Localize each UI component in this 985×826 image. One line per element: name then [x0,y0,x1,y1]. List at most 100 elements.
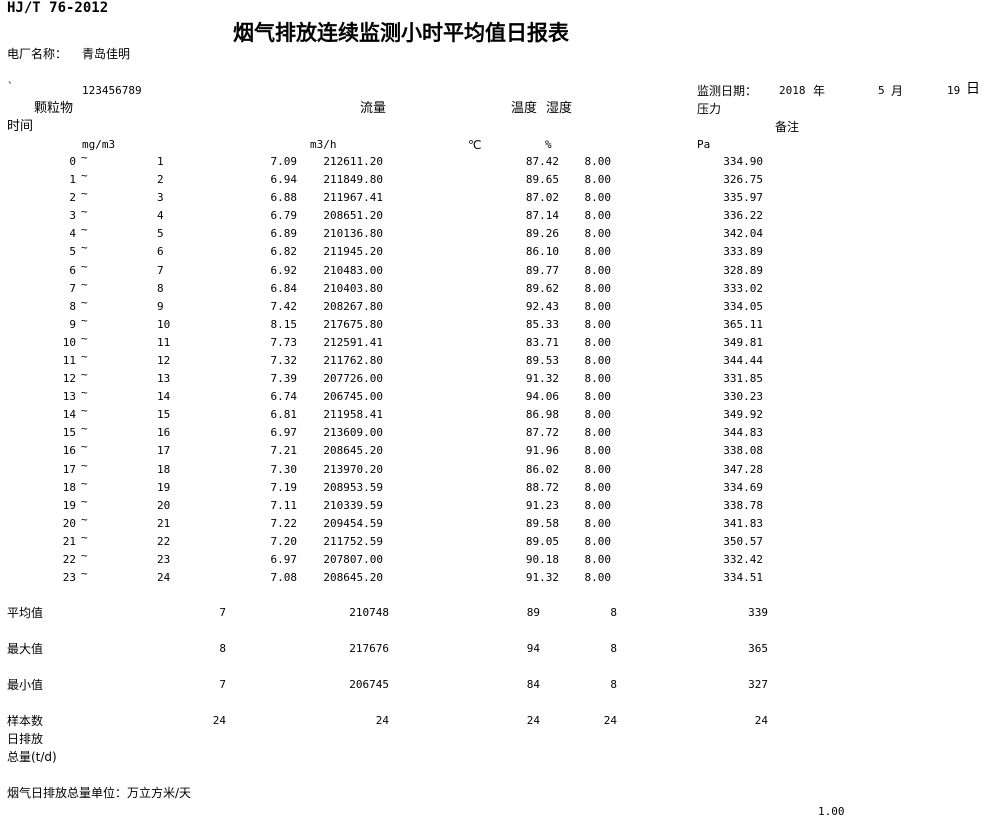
pressure: 344.83 [723,426,763,440]
date-label: 监测日期： [697,84,758,98]
hour-end: 13 [157,372,171,386]
particulate: 6.94 [270,173,298,187]
hour-start: 9 [69,317,76,331]
hour-start: 0 [69,155,76,168]
summary-value: 24 [603,714,617,727]
separator: ~ [81,349,88,363]
hour-start: 3 [69,209,76,223]
pressure: 338.78 [723,498,763,512]
particulate: 6.81 [270,408,298,422]
temperature: 91.32 [525,571,559,585]
separator: ~ [81,313,88,327]
hour-start: 17 [62,462,76,476]
column-header: 备注 [775,120,800,134]
hour-end: 3 [157,191,164,205]
separator: ~ [81,277,88,291]
particulate: 7.11 [270,498,298,512]
year: 2018 [779,84,806,97]
column-header: 压力 [697,102,722,116]
summary-value: 8 [610,678,617,691]
humidity: 8.00 [584,480,612,494]
temperature: 89.65 [525,173,559,187]
humidity: 8.00 [584,444,612,458]
summary-value: 8 [219,642,226,655]
hour-end: 5 [157,227,164,241]
summary-value: 24 [212,714,226,727]
particulate: 6.88 [270,191,298,205]
hour-end: 12 [157,353,171,367]
pressure: 333.02 [723,281,763,295]
flow: 208953.59 [323,480,383,494]
temperature: 91.32 [525,372,559,386]
hour-end: 18 [157,462,171,476]
separator: ~ [81,205,88,219]
flow: 211849.80 [323,173,383,187]
flow: 208645.20 [323,444,383,458]
humidity: 8.00 [584,317,612,331]
particulate: 6.79 [270,209,298,223]
temperature: 89.26 [525,227,559,241]
temperature: 89.62 [525,281,559,295]
hour-end: 15 [157,408,171,422]
month: 5 [878,84,885,97]
summary-value: 210748 [349,606,389,619]
humidity: 8.00 [584,426,612,440]
separator: ~ [81,241,88,255]
separator: ~ [81,404,88,418]
hour-start: 7 [69,281,76,295]
pressure: 350.57 [723,534,763,548]
flow: 212611.20 [323,155,383,168]
humidity: 8.00 [584,155,612,168]
particulate: 8.15 [270,317,298,331]
humidity: 8.00 [584,245,612,259]
pressure: 326.75 [723,173,763,187]
hour-end: 10 [157,317,171,331]
pressure: 349.81 [723,335,763,349]
flow: 213609.00 [323,426,383,440]
plant-name: 青岛佳明 [82,47,131,61]
separator: ~ [81,494,88,508]
temperature: 89.53 [525,353,559,367]
flow: 206745.00 [323,390,383,404]
separator: ~ [81,187,88,201]
hour-start: 15 [62,426,76,440]
mark: ` [7,80,14,93]
title: 烟气排放连续监测小时平均值日报表 [233,21,569,45]
separator: ~ [81,422,88,436]
hour-end: 24 [157,571,171,585]
column-header: 颗粒物 [34,101,74,116]
separator: ~ [81,386,88,400]
humidity: 8.00 [584,227,612,241]
flow: 213970.20 [323,462,383,476]
unit: Pa [697,138,711,151]
pressure: 341.83 [723,516,763,530]
pressure: 331.85 [723,372,763,386]
summary-value: 7 [219,678,226,691]
pressure: 342.04 [723,227,763,241]
pressure: 333.89 [723,245,763,259]
summary-value: 7 [219,606,226,619]
unit-note: 烟气日排放总量单位：万立方米/天 [7,786,192,800]
humidity: 8.00 [584,335,612,349]
particulate: 7.20 [270,534,298,548]
particulate: 6.97 [270,426,298,440]
hour-end: 7 [157,263,164,277]
temperature: 89.58 [525,516,559,530]
pressure: 338.08 [723,444,763,458]
flow: 209454.59 [323,516,383,530]
separator: ~ [81,512,88,526]
separator: ~ [81,548,88,562]
temperature: 94.06 [525,390,559,404]
hour-start: 20 [62,516,76,530]
temperature: 83.71 [525,335,559,349]
hour-start: 21 [62,534,76,548]
flow: 212591.41 [323,335,383,349]
humidity: 8.00 [584,191,612,205]
day-unit: 日 [966,81,980,97]
hour-start: 19 [62,498,76,512]
hour-end: 4 [157,209,164,223]
flow: 211958.41 [323,408,383,422]
hour-end: 23 [157,552,171,566]
flow: 211945.20 [323,245,383,259]
